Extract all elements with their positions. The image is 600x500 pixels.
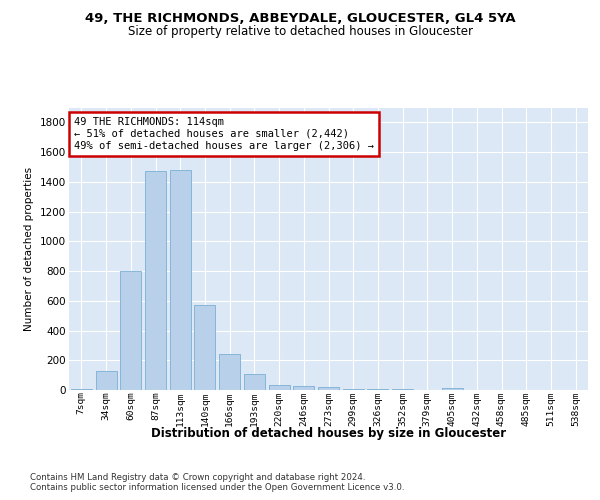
Bar [392,388,413,390]
Bar [95,372,116,390]
Bar [145,172,166,390]
Bar [442,388,463,390]
Text: Distribution of detached houses by size in Gloucester: Distribution of detached houses by size … [151,428,506,440]
Bar [219,354,240,390]
Text: Contains public sector information licensed under the Open Government Licence v3: Contains public sector information licen… [30,484,404,492]
Bar [170,170,191,390]
Bar [120,271,141,390]
Text: 49 THE RICHMONDS: 114sqm
← 51% of detached houses are smaller (2,442)
49% of sem: 49 THE RICHMONDS: 114sqm ← 51% of detach… [74,118,374,150]
Text: Size of property relative to detached houses in Gloucester: Size of property relative to detached ho… [128,25,473,38]
Bar [194,305,215,390]
Text: 49, THE RICHMONDS, ABBEYDALE, GLOUCESTER, GL4 5YA: 49, THE RICHMONDS, ABBEYDALE, GLOUCESTER… [85,12,515,26]
Bar [71,388,92,390]
Text: Contains HM Land Registry data © Crown copyright and database right 2024.: Contains HM Land Registry data © Crown c… [30,472,365,482]
Bar [293,386,314,390]
Bar [244,374,265,390]
Y-axis label: Number of detached properties: Number of detached properties [25,166,34,331]
Bar [269,385,290,390]
Bar [318,387,339,390]
